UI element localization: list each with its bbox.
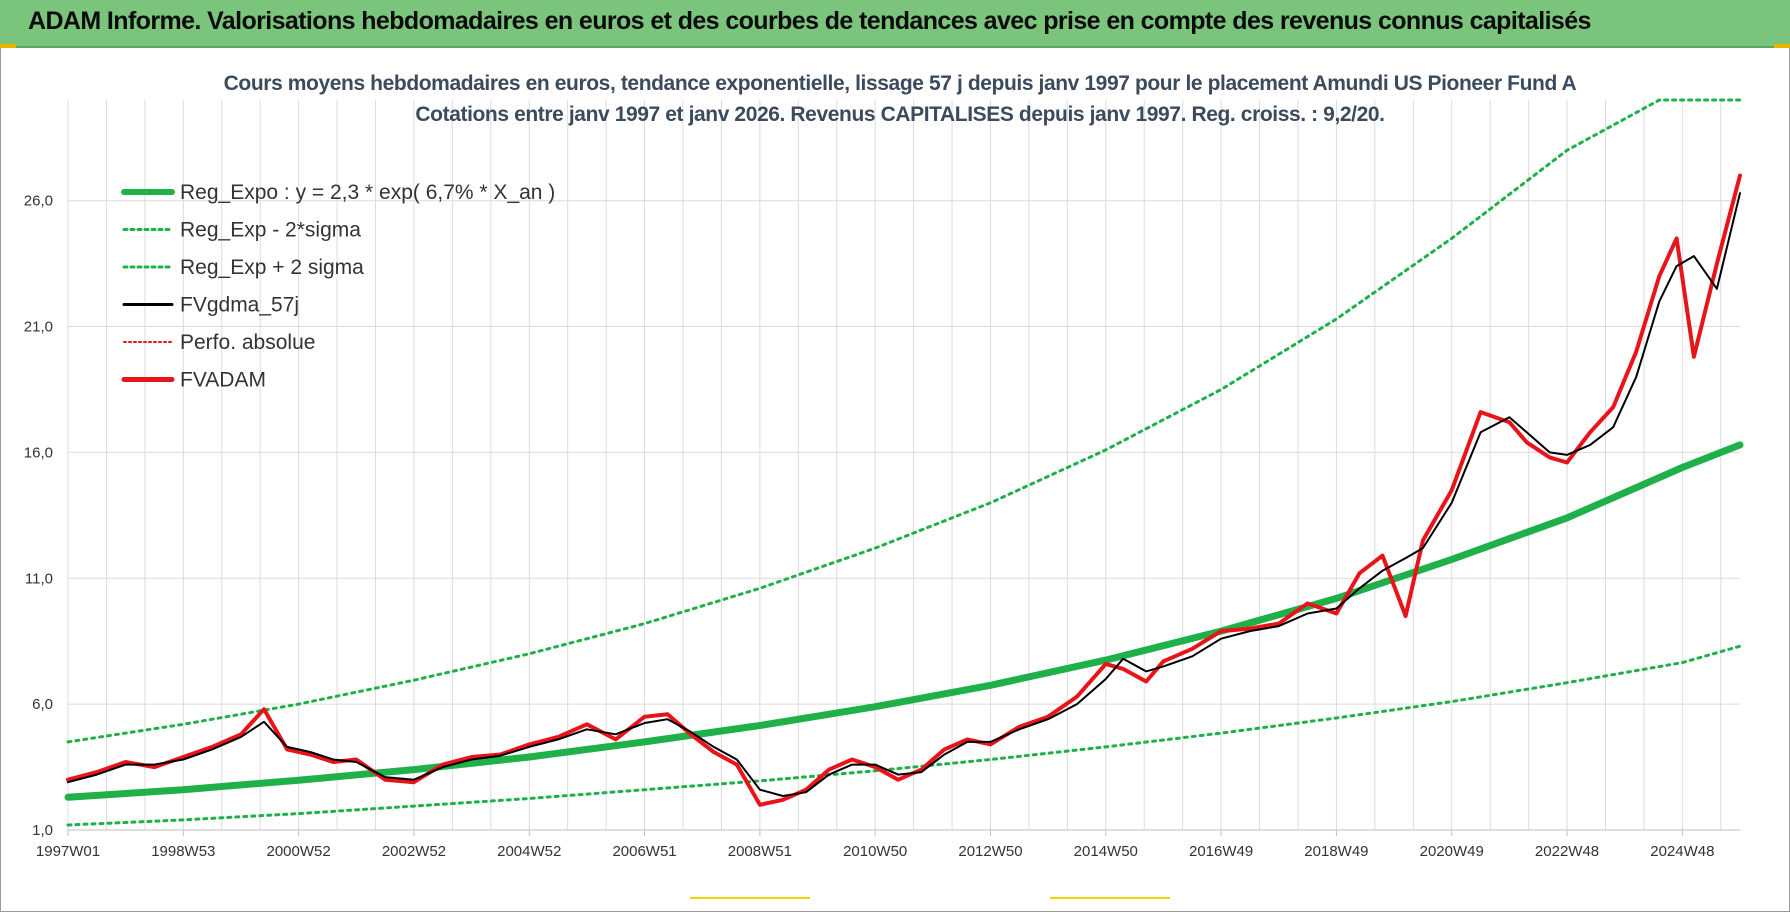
legend-label: Perfo. absolue <box>180 331 315 354</box>
x-tick-label: 2002W52 <box>382 843 446 860</box>
bottom-marker-right <box>1050 897 1170 899</box>
legend-label: Reg_Exp - 2*sigma <box>180 219 361 242</box>
fvgdma-57j-line <box>67 192 1741 797</box>
x-tick-label: 2018W49 <box>1304 843 1368 860</box>
legend-label: FVgdma_57j <box>180 294 299 317</box>
report-banner: ADAM Informe. Valorisations hebdomadaire… <box>0 0 1790 48</box>
reg-expo-line <box>64 441 1744 801</box>
x-tick-label: 2012W50 <box>958 843 1022 860</box>
chart-title-line-1: Cours moyens hebdomadaires en euros, ten… <box>223 72 1577 95</box>
x-tick-label: 2004W52 <box>497 843 561 860</box>
x-tick-label: 2006W51 <box>612 843 676 860</box>
x-tick-label: 2016W49 <box>1189 843 1253 860</box>
x-tick-label: 2010W50 <box>843 843 907 860</box>
corner-marker-top-right <box>1774 44 1790 48</box>
y-tick-label: 6,0 <box>32 696 53 713</box>
reg-plus-2sigma-line <box>66 98 1742 744</box>
legend-label: FVADAM <box>180 369 266 392</box>
bottom-marker-left <box>690 897 810 899</box>
corner-marker-top-left <box>0 44 16 48</box>
x-tick-label: 2008W51 <box>728 843 792 860</box>
banner-title: ADAM Informe. Valorisations hebdomadaire… <box>28 7 1591 35</box>
legend-label: Reg_Expo : y = 2,3 * exp( 6,7% * X_an ) <box>180 181 555 204</box>
x-tick-label: 2000W52 <box>267 843 331 860</box>
x-tick-label: 1997W01 <box>36 843 100 860</box>
x-tick-label: 2024W48 <box>1650 843 1714 860</box>
x-tick-label: 2020W49 <box>1420 843 1484 860</box>
x-tick-label: 1998W53 <box>151 843 215 860</box>
legend-label: Reg_Exp + 2 sigma <box>180 256 364 279</box>
chart-title-line-2: Cotations entre janv 1997 et janv 2026. … <box>415 103 1385 126</box>
x-tick-label: 2022W48 <box>1535 843 1599 860</box>
y-tick-label: 21,0 <box>24 319 53 336</box>
reg-minus-2sigma-line <box>66 644 1742 827</box>
x-tick-label: 2014W50 <box>1074 843 1138 860</box>
y-tick-label: 26,0 <box>24 193 53 210</box>
y-tick-label: 11,0 <box>25 570 53 587</box>
y-tick-label: 1,0 <box>32 822 53 839</box>
y-tick-label: 16,0 <box>24 444 53 461</box>
